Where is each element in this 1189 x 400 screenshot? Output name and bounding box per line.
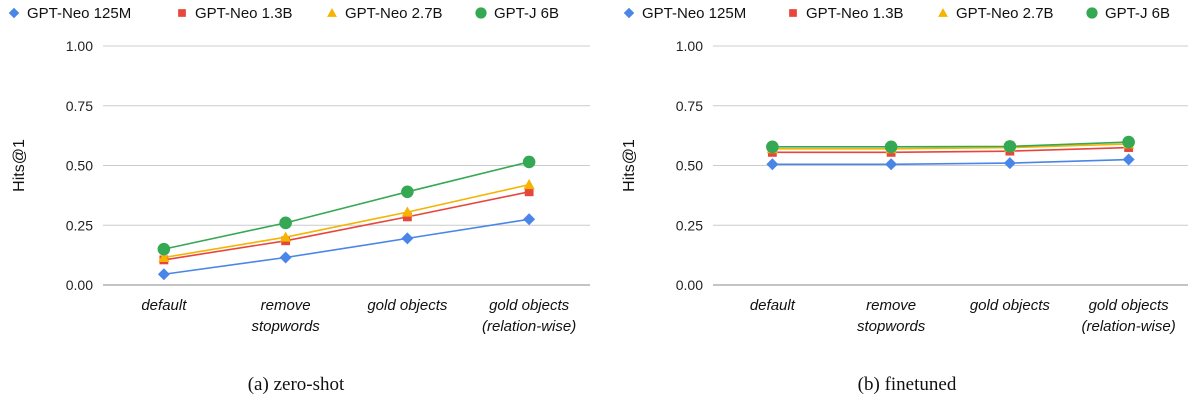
y-tick-label: 1.00 <box>676 38 703 54</box>
legend-marker <box>789 9 797 17</box>
y-tick-label: 0.00 <box>66 277 93 293</box>
series-gpt-neo-1-3b <box>159 187 534 265</box>
legend-label: GPT-Neo 125M <box>642 5 746 22</box>
legend-marker <box>327 8 337 17</box>
y-axis-label: Hits@1 <box>621 139 638 192</box>
x-category-label: remove stopwords <box>857 297 926 335</box>
legend-item: GPT-Neo 1.3B <box>789 5 904 22</box>
series-line <box>772 158 1129 166</box>
legend-item: GPT-Neo 125M <box>8 5 131 22</box>
legend-marker <box>178 9 186 17</box>
legend-item: GPT-Neo 2.7B <box>327 5 443 22</box>
y-tick-label: 0.50 <box>66 158 93 174</box>
series-gpt-j-6b <box>157 155 536 256</box>
legend-item: GPT-J 6B <box>475 5 559 22</box>
data-point <box>884 140 898 154</box>
data-point <box>401 185 414 199</box>
series-line <box>163 183 530 259</box>
legend-item: GPT-Neo 125M <box>623 5 746 22</box>
data-point <box>523 179 535 190</box>
legend-label: GPT-Neo 1.3B <box>806 5 904 22</box>
data-point <box>1122 135 1135 149</box>
legend-marker <box>1086 7 1098 19</box>
data-point <box>157 268 170 281</box>
x-category-label: default <box>141 297 187 314</box>
series-line <box>772 141 1129 148</box>
legend-label: GPT-J 6B <box>494 5 559 22</box>
legend-marker <box>623 7 635 19</box>
data-point <box>885 158 898 171</box>
data-point <box>766 140 779 154</box>
data-point <box>280 231 292 242</box>
legend-item: GPT-Neo 2.7B <box>938 5 1054 22</box>
x-category-label: remove stopwords <box>251 297 320 335</box>
data-point <box>523 213 536 226</box>
data-point <box>157 242 171 256</box>
y-axis-label: Hits@1 <box>11 139 28 192</box>
y-tick-label: 0.25 <box>676 217 703 233</box>
data-point <box>1003 140 1017 153</box>
data-point <box>402 212 412 222</box>
y-tick-label: 0.50 <box>676 158 703 174</box>
legend-item: GPT-Neo 1.3B <box>178 5 293 22</box>
legend-label: GPT-Neo 1.3B <box>195 5 293 22</box>
series-line <box>163 218 530 276</box>
series-gpt-neo-125m <box>157 213 536 281</box>
data-point <box>279 216 292 230</box>
series-gpt-neo-125m <box>766 153 1135 171</box>
data-point <box>158 251 170 262</box>
data-point <box>279 251 292 264</box>
series-gpt-neo-2-7b <box>158 179 535 262</box>
legend: GPT-Neo 125M GPT-Neo 1.3B GPT-Neo 2.7B GPT-… <box>623 5 1170 22</box>
series-line <box>163 191 530 261</box>
legend: GPT-Neo 125M GPT-Neo 1.3B GPT-Neo 2.7B GPT-… <box>8 5 559 22</box>
x-category-label: gold objects (relation-wise) <box>482 297 576 335</box>
data-point <box>766 158 779 171</box>
legend-item: GPT-J 6B <box>1086 5 1170 22</box>
data-point <box>1003 157 1016 170</box>
series-line <box>772 146 1129 154</box>
x-category-label: gold objects (relation-wise) <box>1082 297 1176 335</box>
chart-panel-2: 0.00 0.25 0.50 0.75 1.00 Hits@1 default remove s… <box>621 5 1188 395</box>
legend-marker <box>8 7 20 19</box>
legend-marker <box>475 7 487 19</box>
series-gpt-j-6b <box>766 135 1135 154</box>
data-point <box>522 155 536 169</box>
chart-panel-1: 0.00 0.25 0.50 0.75 1.00 Hits@1 default remove s… <box>8 5 590 395</box>
chart-caption: (b) finetuned <box>858 374 957 395</box>
y-tick-label: 0.75 <box>676 98 703 114</box>
series-line <box>772 143 1129 150</box>
legend-label: GPT-Neo 2.7B <box>345 5 443 22</box>
legend-marker <box>938 8 948 17</box>
data-point <box>1122 153 1135 166</box>
y-tick-label: 0.75 <box>66 98 93 114</box>
chart-caption: (a) zero-shot <box>248 374 345 395</box>
legend-label: GPT-J 6B <box>1105 5 1170 22</box>
x-category-label: gold objects <box>970 297 1051 314</box>
data-point <box>401 232 414 245</box>
series-line <box>163 161 530 250</box>
y-tick-label: 1.00 <box>66 38 93 54</box>
y-tick-label: 0.25 <box>66 217 93 233</box>
legend-label: GPT-Neo 2.7B <box>956 5 1054 22</box>
y-tick-label: 0.00 <box>676 277 703 293</box>
legend-label: GPT-Neo 125M <box>27 5 131 22</box>
x-category-label: gold objects <box>367 297 448 314</box>
data-point <box>401 206 413 217</box>
x-category-label: default <box>750 297 796 314</box>
data-point <box>524 187 534 197</box>
